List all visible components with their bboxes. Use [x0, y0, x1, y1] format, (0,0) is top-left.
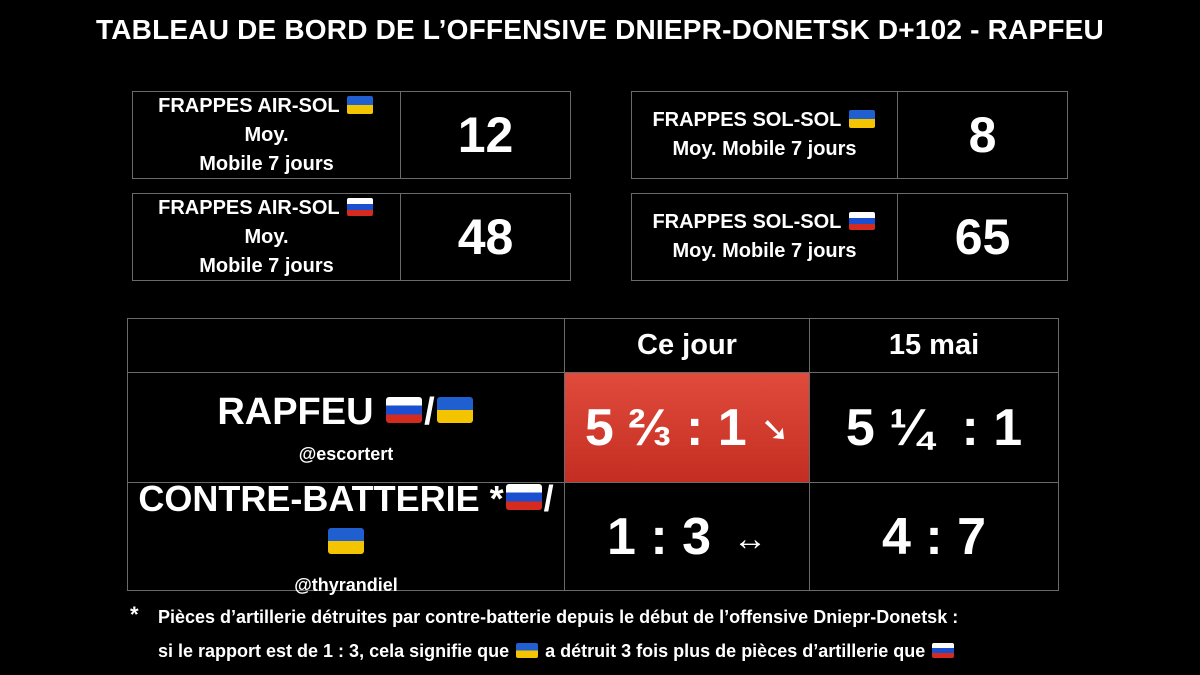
footnote: * Pièces d’artillerie détruites par cont…	[130, 600, 1090, 668]
contre-batterie-today-value: 1 : 3	[606, 507, 712, 566]
table-divider	[564, 319, 565, 590]
footnote-line-1: Pièces d’artillerie détruites par contre…	[158, 607, 959, 627]
arrow-left-right-icon: ↔	[733, 519, 768, 558]
stat-label: FRAPPES SOL-SOL Moy. Mobile 7 jours	[632, 92, 898, 178]
ukraine-flag-icon	[516, 643, 539, 658]
russia-flag-icon	[932, 643, 955, 658]
stat-sol-sol-russia: FRAPPES SOL-SOL Moy. Mobile 7 jours 65	[631, 193, 1068, 281]
rapfeu-label: RAPFEU	[217, 391, 374, 433]
contre-batterie-name-cell: CONTRE-BATTERIE * / @thyrandiel	[138, 478, 554, 595]
stat-label: FRAPPES AIR-SOL Moy. Mobile 7 jours	[133, 92, 401, 178]
contre-batterie-today-cell: 1 : 3 ↔	[565, 483, 809, 590]
header-today: Ce jour	[637, 329, 737, 361]
russia-flag-icon	[346, 197, 373, 216]
ukraine-flag-icon	[346, 95, 373, 114]
header-empty-cell	[128, 319, 564, 372]
stat-value: 65	[954, 209, 1011, 265]
russia-flag-icon	[505, 484, 542, 510]
rapfeu-today-cell: 5 ⅔ : 1 ➘	[565, 373, 809, 482]
ukraine-flag-icon	[436, 397, 473, 423]
footnote-line-2: si le rapport est de 1 : 3, cela signifi…	[130, 634, 1090, 668]
author-handle: @thyrandiel	[294, 575, 398, 595]
contre-batterie-label: CONTRE-BATTERIE *	[138, 478, 504, 519]
arrow-down-right-icon: ➘	[760, 410, 790, 449]
table-divider	[809, 319, 810, 590]
ukraine-flag-icon	[328, 528, 364, 554]
table-divider	[128, 482, 1058, 483]
dashboard-title: TABLEAU DE BORD DE L’OFFENSIVE DNIEPR-DO…	[96, 14, 1104, 45]
contre-batterie-reference-value: 4 : 7	[881, 507, 987, 566]
stat-value: 12	[457, 107, 514, 163]
stat-label: FRAPPES SOL-SOL Moy. Mobile 7 jours	[632, 194, 898, 280]
contre-batterie-reference-cell: 4 : 7	[810, 483, 1058, 590]
header-reference-date: 15 mai	[888, 329, 980, 361]
stat-air-sol-ukraine: FRAPPES AIR-SOL Moy. Mobile 7 jours 12	[132, 91, 571, 179]
ratio-table: 5 ⅔ : 1 ➘ Ce jour 15 mai RAPFEU / @escort…	[127, 318, 1059, 595]
russia-flag-icon	[848, 212, 875, 230]
stat-sol-sol-ukraine: FRAPPES SOL-SOL Moy. Mobile 7 jours 8	[631, 91, 1068, 179]
stat-label: FRAPPES AIR-SOL Moy. Mobile 7 jours	[133, 194, 401, 280]
rapfeu-reference-cell: 5 ¼ : 1	[810, 373, 1058, 482]
author-handle: @escortert	[298, 444, 394, 464]
rapfeu-reference-value: 5 ¼ : 1	[845, 398, 1023, 457]
footnote-marker: *	[130, 602, 139, 627]
rapfeu-name-cell: RAPFEU / @escortert	[128, 373, 564, 482]
stat-value: 48	[457, 209, 514, 265]
table-divider	[128, 372, 1058, 373]
rapfeu-today-value: 5 ⅔ : 1	[584, 398, 747, 457]
ukraine-flag-icon	[848, 110, 875, 128]
stat-air-sol-russia: FRAPPES AIR-SOL Moy. Mobile 7 jours 48	[132, 193, 571, 281]
russia-flag-icon	[386, 397, 423, 423]
stat-value: 8	[968, 107, 997, 163]
